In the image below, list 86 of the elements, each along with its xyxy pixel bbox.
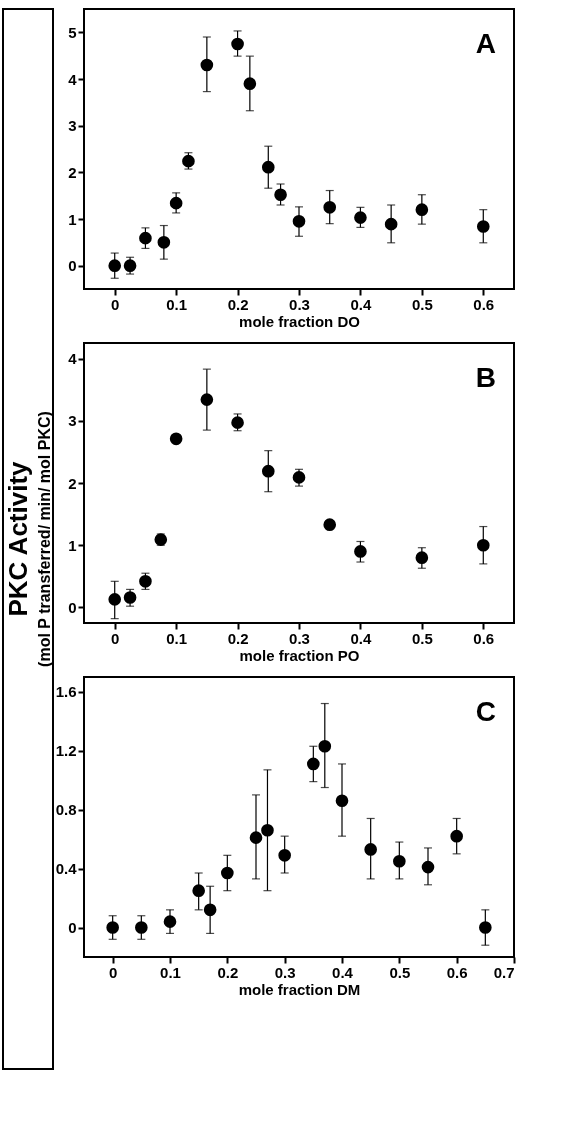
point — [415, 551, 429, 564]
y-tick-label: 1 — [68, 536, 77, 554]
y-tick-label: 0 — [68, 598, 77, 616]
y-axis-title: PKC Activity (mol P transferred/ min/ mol PKC) — [3, 411, 53, 667]
x-tick-label: 0.6 — [473, 629, 495, 647]
x-tick-label: 0.6 — [446, 963, 468, 981]
y-tick-label: 1.6 — [55, 683, 77, 701]
x-tick-label: 0.2 — [227, 295, 249, 313]
x-tick-label: 0.5 — [411, 629, 433, 647]
point — [157, 236, 171, 249]
x-tick-label: 0.1 — [160, 963, 181, 981]
y-tick-label: 0.8 — [55, 801, 77, 819]
x-axis-title: mole fraction DM — [238, 980, 361, 998]
point — [139, 231, 152, 245]
point — [479, 921, 492, 934]
point — [364, 843, 377, 856]
point — [200, 58, 214, 72]
x-tick-label: 0 — [108, 963, 118, 981]
point — [278, 849, 291, 862]
point — [261, 823, 274, 837]
x-axis-title: mole fraction PO — [239, 646, 360, 664]
point — [200, 393, 214, 406]
point — [135, 921, 148, 934]
point — [106, 921, 119, 934]
x-tick-label: 0 — [111, 295, 120, 313]
point — [261, 464, 275, 478]
point — [323, 518, 337, 531]
point — [249, 831, 263, 844]
point — [354, 545, 367, 558]
x-tick-label: 0.5 — [389, 963, 411, 981]
point — [393, 854, 406, 868]
x-tick-label: 0.4 — [332, 963, 354, 981]
point — [243, 77, 257, 90]
y-tick-label: 2 — [68, 163, 77, 181]
point — [221, 866, 234, 880]
point — [307, 757, 320, 771]
x-tick-label: 0.4 — [350, 295, 373, 313]
x-tick-label: 0.2 — [217, 963, 239, 981]
point — [163, 915, 177, 928]
point — [169, 196, 183, 210]
x-axis-title: mole fraction DO — [239, 312, 361, 330]
point — [203, 903, 217, 917]
point — [323, 201, 337, 214]
point — [108, 259, 122, 272]
point — [318, 739, 332, 753]
x-tick-label: 0.2 — [227, 629, 249, 647]
annotation: A — [475, 28, 496, 59]
point — [421, 860, 435, 874]
y-tick-label: 0.4 — [55, 860, 78, 878]
point — [476, 538, 490, 552]
annotation: C — [475, 696, 496, 727]
point — [476, 220, 490, 233]
x-tick-label: 0.3 — [289, 629, 310, 647]
x-tick-label: 0.3 — [274, 963, 296, 981]
y-tick-label: 3 — [68, 117, 77, 135]
point — [292, 471, 306, 484]
y-tick-label: 2 — [68, 474, 77, 492]
point — [261, 160, 275, 174]
point — [354, 211, 367, 224]
x-tick-label: 0.5 — [411, 295, 433, 313]
point — [292, 215, 306, 228]
point — [274, 188, 287, 202]
point — [384, 217, 398, 231]
y-tick-label: 1.2 — [55, 742, 77, 760]
point — [192, 884, 205, 897]
y-tick-label: 3 — [68, 412, 77, 430]
y-tick-label: 4 — [68, 350, 78, 368]
x-tick-label: 0.6 — [473, 295, 495, 313]
point — [231, 37, 244, 51]
x-tick-label: 0.3 — [289, 295, 310, 313]
x-tick-label: 0.1 — [166, 629, 188, 647]
point — [169, 432, 183, 446]
x-tick-label: 0 — [111, 629, 120, 647]
point — [415, 203, 429, 216]
x-tick-label: 0.7 — [493, 963, 515, 981]
point — [108, 593, 122, 606]
point — [450, 829, 463, 843]
y-tick-label: 4 — [68, 70, 78, 88]
y-tick-label: 0 — [68, 919, 77, 937]
y-tick-label: 1 — [68, 210, 77, 228]
x-tick-label: 0.1 — [166, 295, 188, 313]
y-tick-label: 5 — [68, 23, 77, 41]
annotation: B — [475, 362, 496, 393]
y-tick-label: 0 — [68, 257, 77, 275]
point — [335, 794, 349, 808]
x-tick-label: 0.4 — [350, 629, 373, 647]
